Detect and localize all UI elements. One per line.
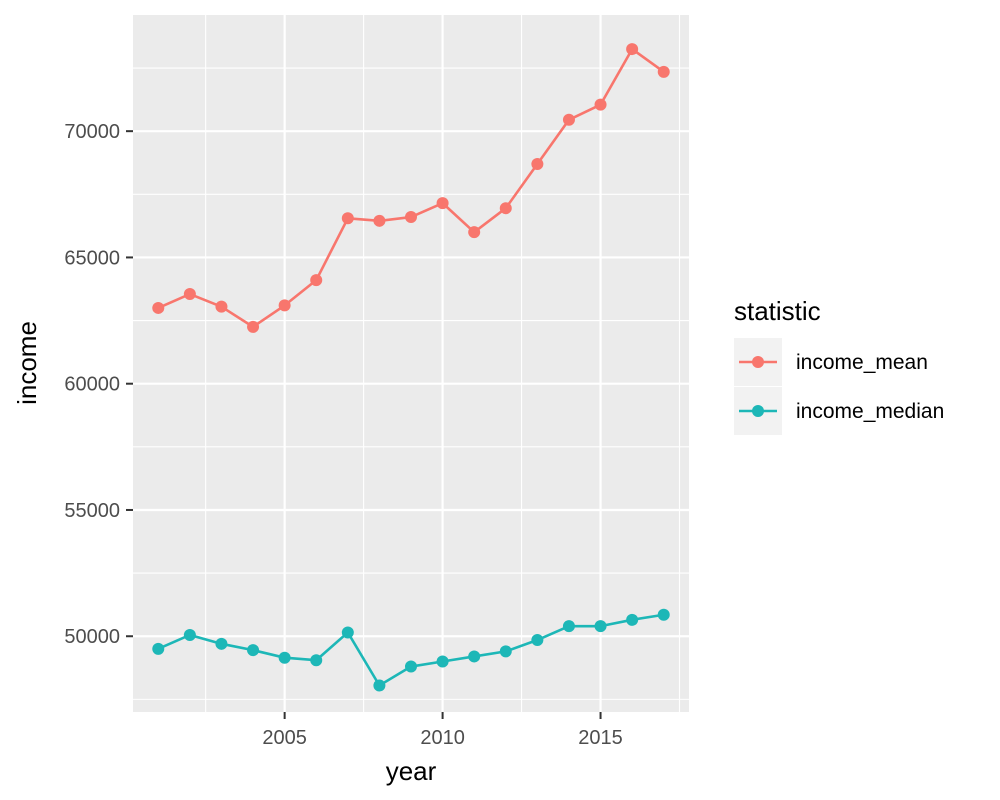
x-tick-label: 2005: [262, 727, 307, 749]
data-point-income_median: [436, 655, 449, 668]
data-point-income_mean: [594, 98, 607, 111]
data-point-income_median: [499, 645, 512, 658]
data-point-income_median: [310, 654, 323, 667]
data-point-income_median: [468, 650, 481, 663]
series-points: [152, 43, 670, 692]
data-point-income_mean: [562, 113, 575, 126]
data-point-income_mean: [499, 202, 512, 215]
x-tick-label: 2010: [420, 727, 465, 749]
data-point-income_median: [562, 620, 575, 633]
data-point-income_median: [531, 634, 544, 647]
data-point-income_mean: [310, 274, 323, 287]
data-point-income_median: [373, 679, 386, 692]
plot-panel: [133, 15, 689, 712]
data-point-income_median: [594, 620, 607, 633]
legend-key-point: [752, 356, 764, 368]
y-tick-label: 70000: [64, 121, 120, 143]
data-point-income_median: [152, 642, 165, 655]
data-point-income_mean: [405, 211, 417, 224]
data-point-income_mean: [373, 214, 386, 227]
data-point-income_mean: [657, 65, 670, 78]
data-point-income_median: [626, 613, 639, 626]
data-point-income_mean: [436, 197, 449, 210]
data-point-income_mean: [183, 288, 196, 301]
y-tick-label: 60000: [64, 374, 120, 396]
legend-title: statistic: [734, 296, 821, 326]
y-tick-label: 65000: [64, 247, 120, 269]
data-point-income_median: [183, 628, 196, 641]
data-point-income_mean: [247, 320, 260, 333]
data-point-income_median: [215, 637, 228, 650]
x-axis: 2005 2010 2015: [262, 712, 623, 749]
y-axis-title: income: [12, 321, 42, 405]
y-tick-label: 55000: [64, 500, 120, 522]
data-point-income_median: [247, 644, 260, 657]
data-point-income_median: [278, 651, 291, 664]
data-point-income_mean: [626, 43, 639, 56]
legend-key-point: [752, 405, 764, 417]
legend-items: income_mean income_median: [734, 338, 944, 435]
data-point-income_mean: [468, 226, 481, 239]
data-point-income_mean: [531, 157, 544, 170]
x-tick-label: 2015: [578, 727, 623, 749]
data-point-income_mean: [278, 299, 291, 312]
legend: statistic income_mean income_median: [734, 296, 944, 435]
legend-label-income_mean: income_mean: [796, 351, 928, 374]
y-tick-label: 50000: [64, 626, 120, 648]
x-axis-title: year: [386, 756, 437, 786]
data-point-income_mean: [215, 300, 228, 313]
data-point-income_median: [657, 608, 670, 621]
y-axis: 50000 55000 60000 65000 70000: [64, 121, 133, 648]
grid-major: [133, 15, 689, 712]
data-point-income_mean: [152, 301, 165, 314]
data-point-income_median: [405, 660, 417, 673]
legend-label-income_median: income_median: [796, 400, 944, 423]
data-point-income_median: [341, 626, 354, 639]
data-point-income_mean: [341, 212, 354, 225]
